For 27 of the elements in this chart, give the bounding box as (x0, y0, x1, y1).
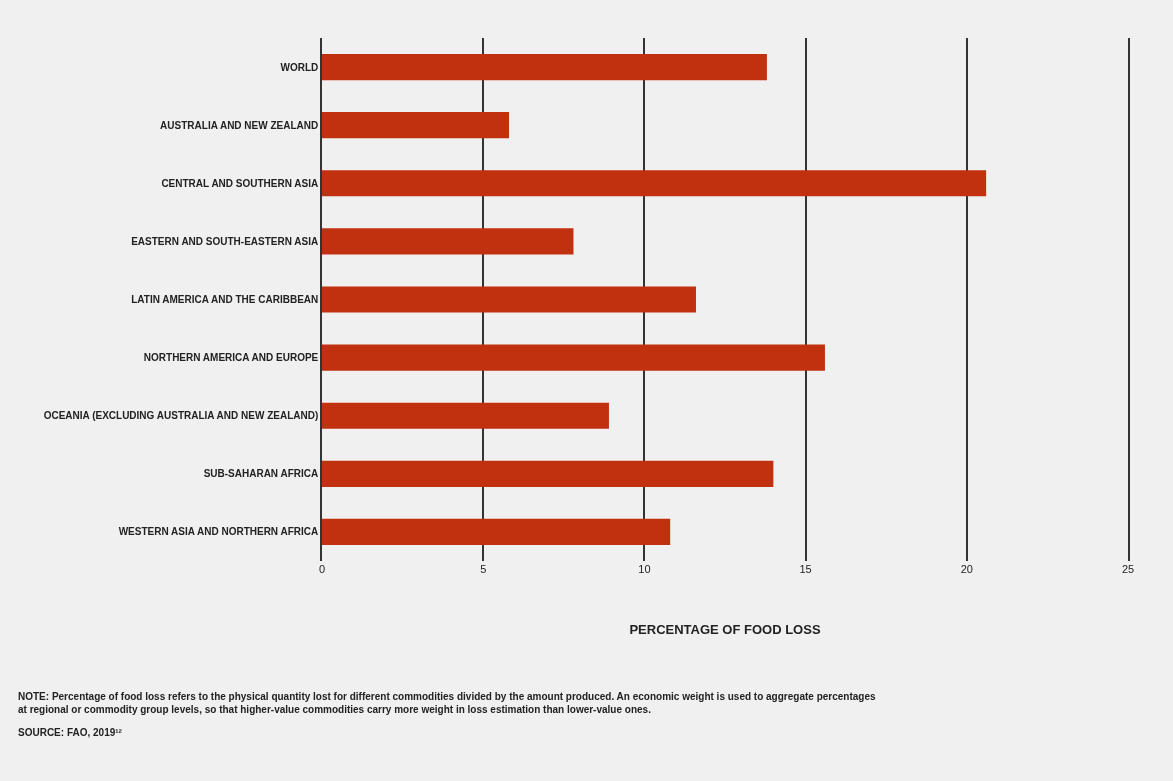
bar (322, 518, 671, 546)
y-tick-label: LATIN AMERICA AND THE CARIBBEAN (131, 294, 319, 305)
y-tick-label: NORTHERN AMERICA AND EUROPE (143, 352, 319, 364)
y-tick-label: EASTERN AND SOUTH-EASTERN ASIA (131, 235, 319, 247)
y-tick-label: WORLD (280, 61, 319, 73)
y-tick-label: OCEANIA (EXCLUDING AUSTRALIA AND NEW ZEALAND) (43, 410, 319, 422)
x-axis-title: PERCENTAGE OF FOOD LOSS (629, 621, 821, 637)
text: NOTE: Percentage of food loss refers to the physical quantity lost for different commodities divided by the amount produced. An economic weight is used to aggregate percentages at regional or commodity group levels, so that higher-value commodities carry more weight in loss estimation than lower-value ones. (18, 691, 876, 715)
bar (322, 112, 509, 139)
x-tick-label: 15 (799, 563, 812, 575)
x-tick-label: 0 (318, 563, 326, 575)
y-tick-label: CENTRAL AND SOUTHERN ASIA (161, 177, 319, 189)
bar (322, 228, 574, 255)
bar (322, 460, 774, 487)
bar (322, 402, 609, 429)
y-tick-label: WESTERN ASIA AND NORTHERN AFRICA (118, 526, 319, 538)
source-note: SOURCE: FAO, 2019¹² (18, 727, 123, 738)
y-tick-label: SUB-SAHARAN AFRICA (203, 468, 319, 480)
y-tick-label: AUSTRALIA AND NEW ZEALAND (160, 119, 319, 131)
x-tick-label: 20 (960, 563, 973, 575)
x-tick-label: 25 (1121, 563, 1135, 575)
x-tick-label: 5 (480, 563, 487, 575)
bar (322, 344, 825, 371)
bar (322, 170, 987, 197)
bar (322, 53, 767, 81)
bar (322, 286, 696, 313)
x-tick-label: 10 (638, 563, 651, 575)
